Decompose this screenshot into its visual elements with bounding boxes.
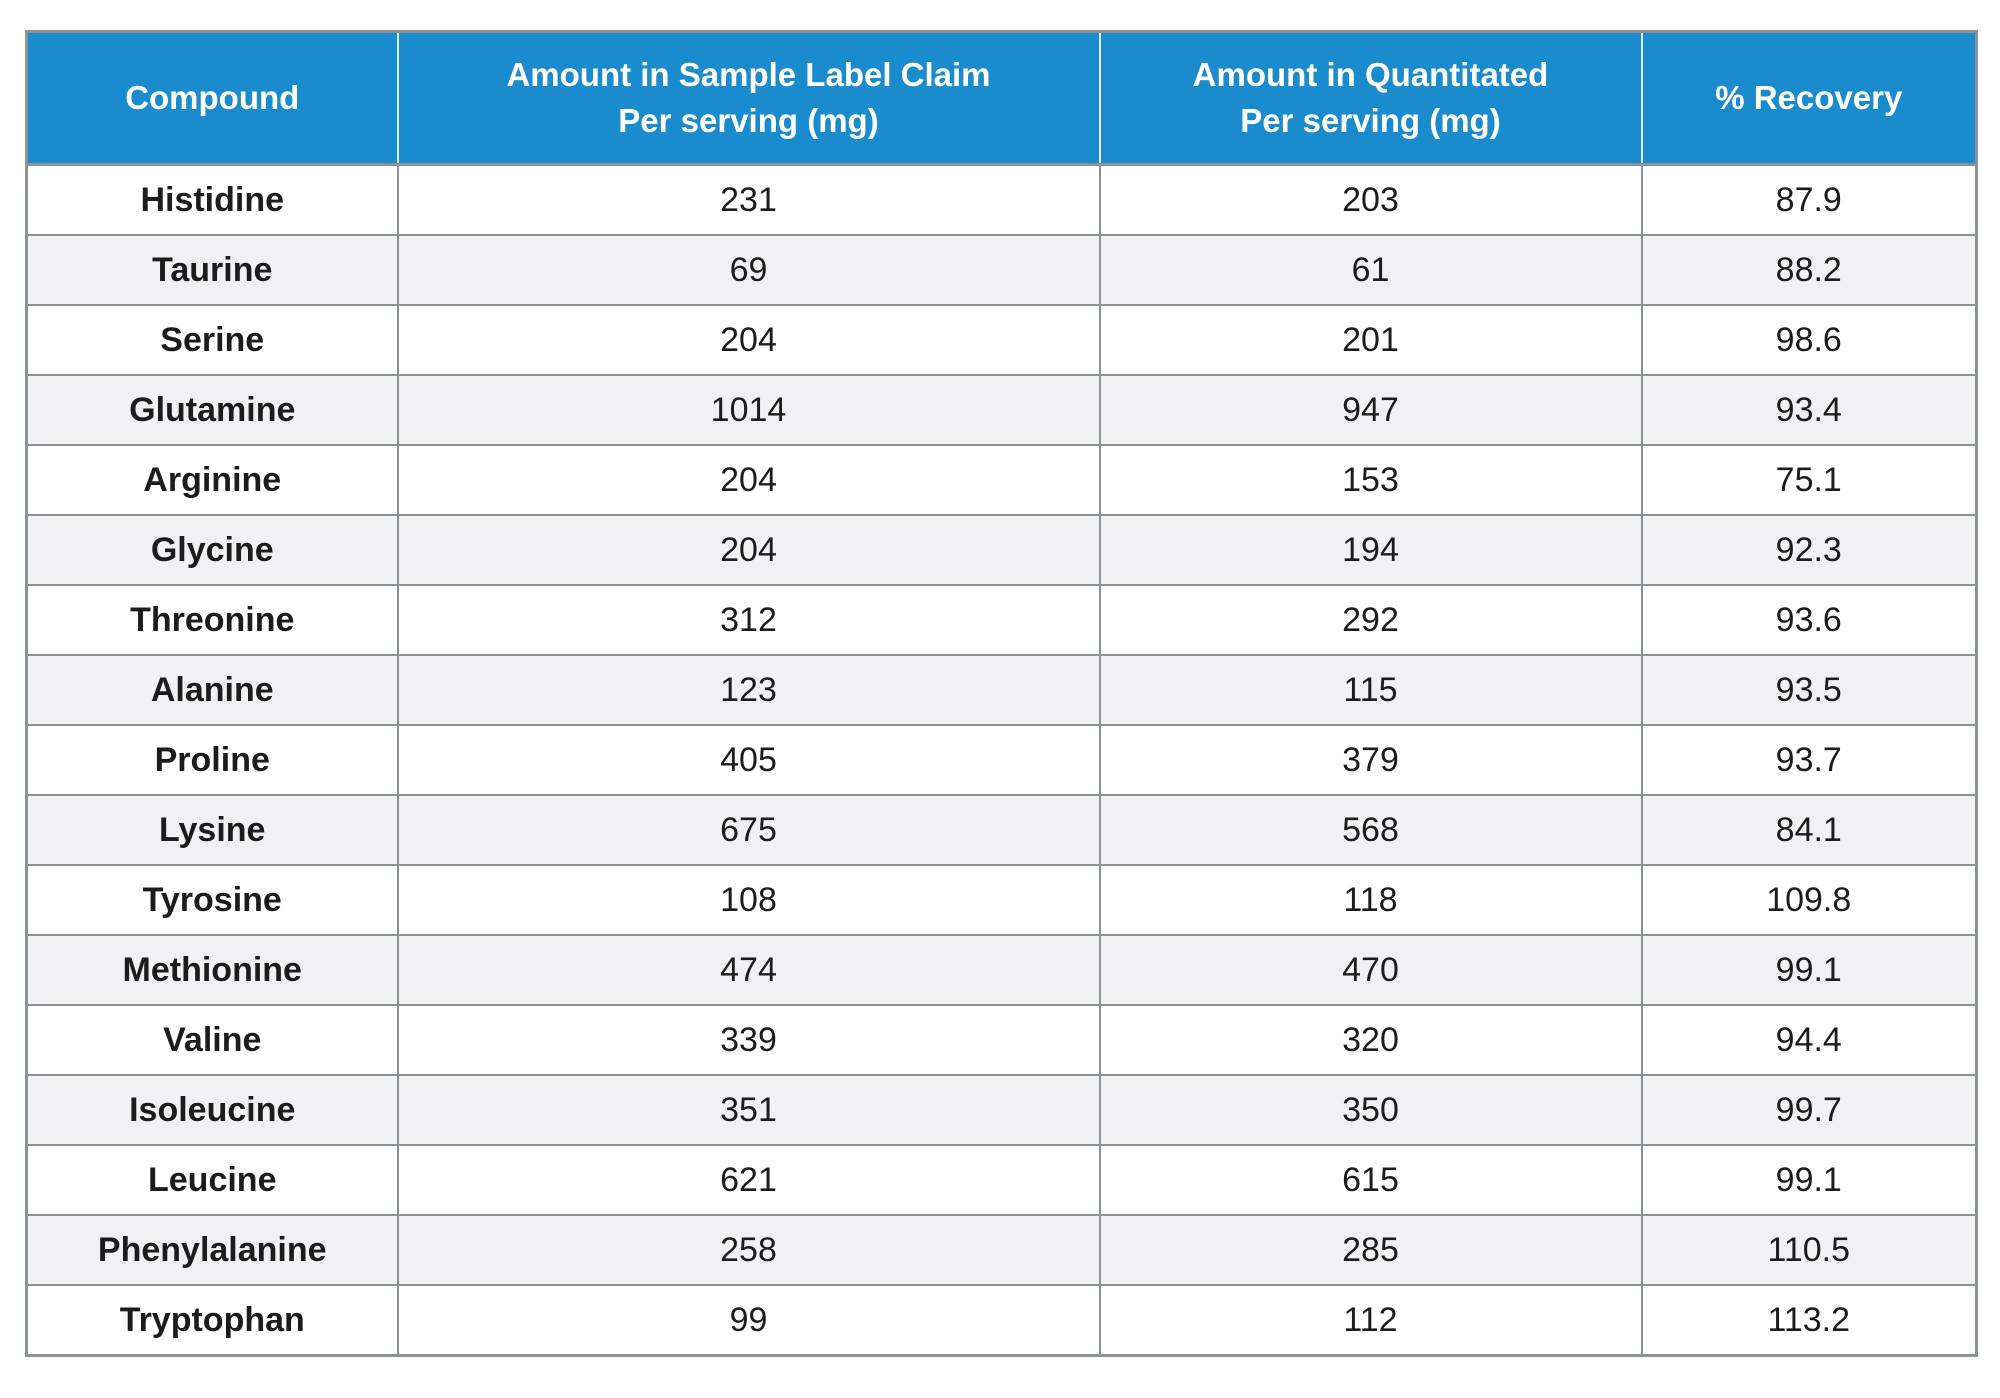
compound-cell: Leucine	[25, 1144, 399, 1216]
recovery-cell: 94.4	[1640, 1004, 1978, 1076]
quantitated-cell: 201	[1098, 304, 1643, 376]
column-header-recovery: % Recovery	[1640, 30, 1977, 166]
recovery-cell: 93.7	[1640, 724, 1978, 796]
recovery-cell: 109.8	[1640, 864, 1978, 936]
label-claim-cell: 108	[396, 864, 1101, 936]
quantitated-cell: 61	[1098, 234, 1643, 306]
quantitated-cell: 115	[1098, 654, 1643, 726]
quantitated-cell: 470	[1098, 934, 1643, 1006]
table-row: Proline 405 379 93.7	[25, 724, 1978, 796]
quantitated-cell: 350	[1098, 1074, 1643, 1146]
table-row: Glycine 204 194 92.3	[25, 514, 1978, 586]
table-row: Taurine 69 61 88.2	[25, 234, 1978, 306]
compound-cell: Isoleucine	[25, 1074, 399, 1146]
label-claim-cell: 405	[396, 724, 1101, 796]
recovery-cell: 98.6	[1640, 304, 1978, 376]
compound-cell: Proline	[25, 724, 399, 796]
table-row: Tryptophan 99 112 113.2	[25, 1284, 1978, 1357]
compound-cell: Phenylalanine	[25, 1214, 399, 1286]
quantitated-cell: 568	[1098, 794, 1643, 866]
recovery-cell: 75.1	[1640, 444, 1978, 516]
compound-cell: Taurine	[25, 234, 399, 306]
table-row: Methionine 474 470 99.1	[25, 934, 1978, 1006]
label-claim-cell: 123	[396, 654, 1101, 726]
recovery-cell: 92.3	[1640, 514, 1978, 586]
label-claim-cell: 69	[396, 234, 1101, 306]
compound-cell: Glutamine	[25, 374, 399, 446]
compound-cell: Alanine	[25, 654, 399, 726]
compound-cell: Histidine	[25, 163, 399, 236]
quantitated-cell: 194	[1098, 514, 1643, 586]
table-row: Glutamine 1014 947 93.4	[25, 374, 1978, 446]
column-header-compound: Compound	[26, 30, 398, 166]
compound-cell: Glycine	[25, 514, 399, 586]
compound-cell: Arginine	[25, 444, 399, 516]
compound-cell: Threonine	[25, 584, 399, 656]
table-row: Arginine 204 153 75.1	[25, 444, 1978, 516]
label-claim-cell: 675	[396, 794, 1101, 866]
label-claim-cell: 258	[396, 1214, 1101, 1286]
table-header: Compound Amount in Sample Label Claim Pe…	[26, 30, 1977, 166]
label-claim-cell: 1014	[396, 374, 1101, 446]
table-row: Phenylalanine 258 285 110.5	[25, 1214, 1978, 1286]
recovery-cell: 113.2	[1640, 1284, 1978, 1357]
compound-cell: Tyrosine	[25, 864, 399, 936]
label-claim-cell: 99	[396, 1284, 1101, 1357]
table-row: Histidine 231 203 87.9	[25, 163, 1978, 236]
label-claim-cell: 312	[396, 584, 1101, 656]
label-claim-cell: 231	[396, 163, 1101, 236]
quantitated-cell: 615	[1098, 1144, 1643, 1216]
compound-cell: Lysine	[25, 794, 399, 866]
compound-cell: Tryptophan	[25, 1284, 399, 1357]
column-header-label-claim: Amount in Sample Label Claim Per serving…	[396, 30, 1100, 166]
compound-cell: Serine	[25, 304, 399, 376]
recovery-cell: 84.1	[1640, 794, 1978, 866]
compound-cell: Valine	[25, 1004, 399, 1076]
recovery-cell: 99.7	[1640, 1074, 1978, 1146]
compound-cell: Methionine	[25, 934, 399, 1006]
header-row: Compound Amount in Sample Label Claim Pe…	[26, 30, 1977, 166]
quantitated-cell: 320	[1098, 1004, 1643, 1076]
label-claim-cell: 204	[396, 304, 1101, 376]
recovery-cell: 93.5	[1640, 654, 1978, 726]
label-claim-cell: 351	[396, 1074, 1101, 1146]
recovery-cell: 93.4	[1640, 374, 1978, 446]
label-claim-cell: 339	[396, 1004, 1101, 1076]
recovery-cell: 99.1	[1640, 934, 1978, 1006]
quantitated-cell: 947	[1098, 374, 1643, 446]
recovery-cell: 87.9	[1640, 163, 1978, 236]
table-row: Lysine 675 568 84.1	[25, 794, 1978, 866]
column-header-quantitated: Amount in Quantitated Per serving (mg)	[1098, 30, 1642, 166]
quantitated-cell: 203	[1098, 163, 1643, 236]
recovery-cell: 93.6	[1640, 584, 1978, 656]
quantitated-cell: 153	[1098, 444, 1643, 516]
recovery-table: Compound Amount in Sample Label Claim Pe…	[25, 30, 1978, 1357]
table-row: Valine 339 320 94.4	[25, 1004, 1978, 1076]
table-row: Alanine 123 115 93.5	[25, 654, 1978, 726]
recovery-cell: 99.1	[1640, 1144, 1978, 1216]
recovery-cell: 88.2	[1640, 234, 1978, 306]
quantitated-cell: 292	[1098, 584, 1643, 656]
label-claim-cell: 204	[396, 514, 1101, 586]
recovery-cell: 110.5	[1640, 1214, 1978, 1286]
quantitated-cell: 118	[1098, 864, 1643, 936]
quantitated-cell: 285	[1098, 1214, 1643, 1286]
table-row: Isoleucine 351 350 99.7	[25, 1074, 1978, 1146]
quantitated-cell: 112	[1098, 1284, 1643, 1357]
label-claim-cell: 204	[396, 444, 1101, 516]
table-row: Threonine 312 292 93.6	[25, 584, 1978, 656]
table-row: Tyrosine 108 118 109.8	[25, 864, 1978, 936]
quantitated-cell: 379	[1098, 724, 1643, 796]
table-body: Histidine 231 203 87.9 Taurine 69 61 88.…	[25, 163, 1978, 1357]
label-claim-cell: 474	[396, 934, 1101, 1006]
table-row: Leucine 621 615 99.1	[25, 1144, 1978, 1216]
table-row: Serine 204 201 98.6	[25, 304, 1978, 376]
label-claim-cell: 621	[396, 1144, 1101, 1216]
